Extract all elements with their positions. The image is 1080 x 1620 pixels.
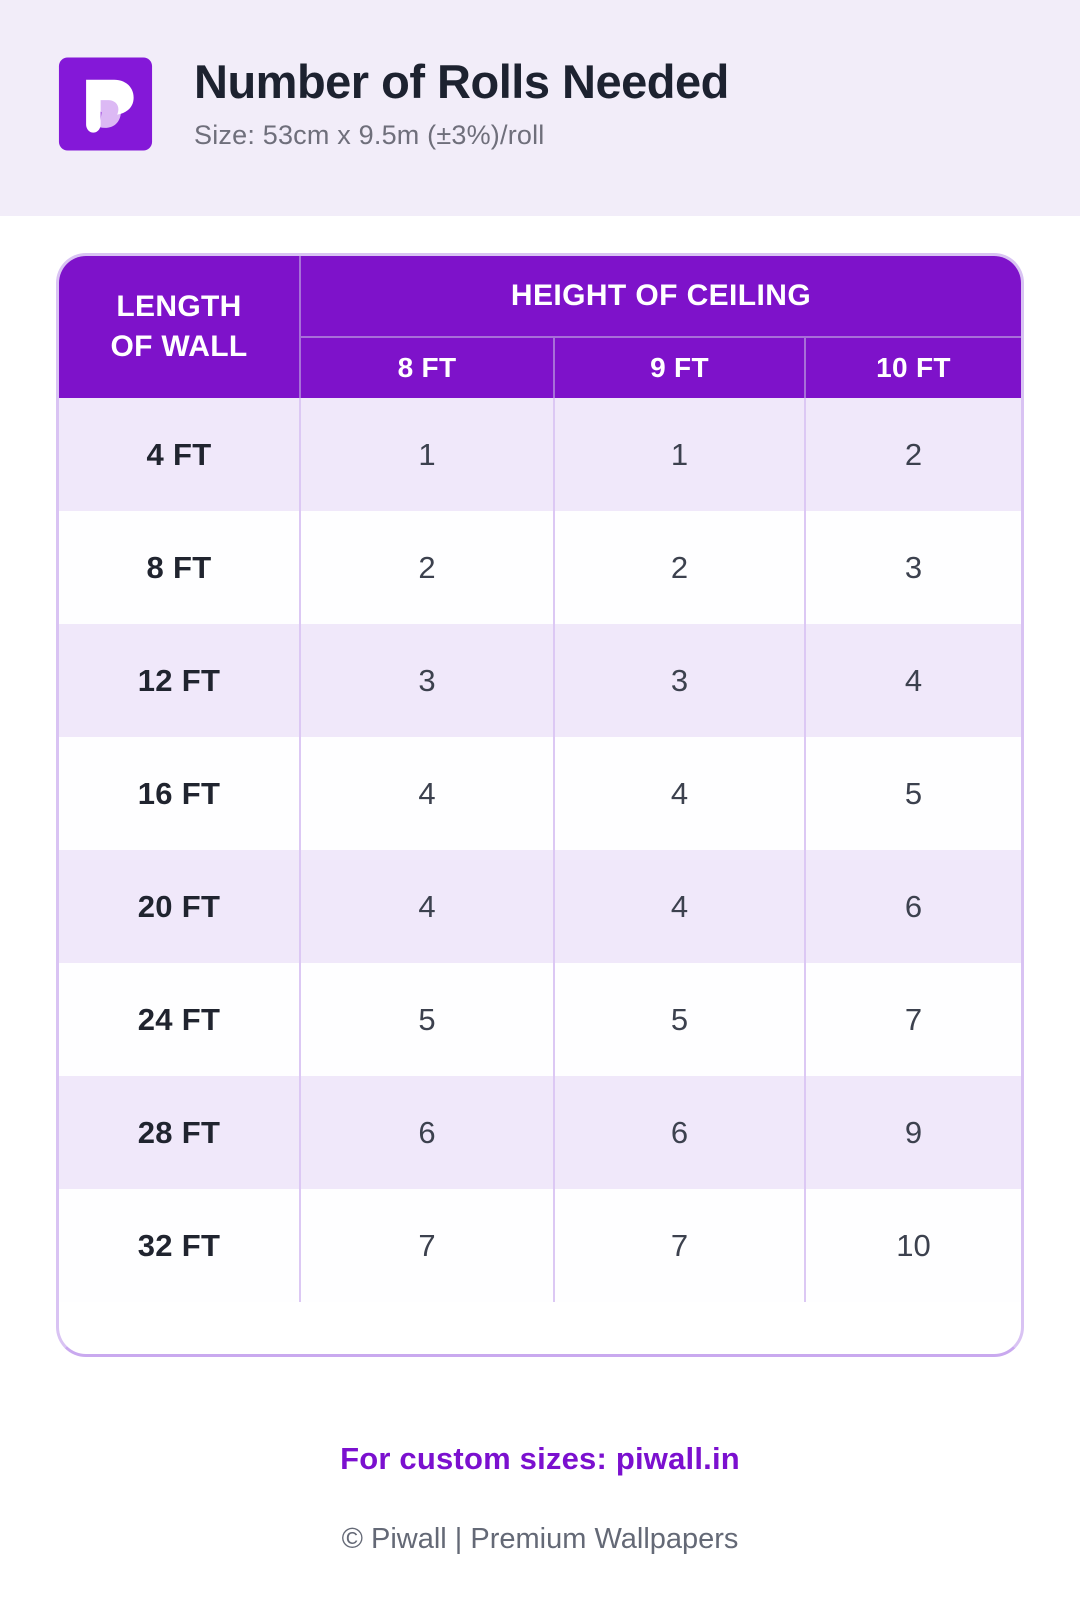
- cell-20ft-8ft: 4: [299, 850, 554, 963]
- table-row-16ft: 16 FT 4 4 5: [59, 737, 1021, 850]
- table-row-32ft: 32 FT 7 7 10: [59, 1189, 1021, 1302]
- header-band: Number of Rolls Needed Size: 53cm x 9.5m…: [0, 0, 1080, 216]
- cell-32ft-8ft: 7: [299, 1189, 554, 1302]
- cell-8ft-8ft: 2: [299, 511, 554, 624]
- corner-header-line2: OF WALL: [110, 330, 248, 363]
- row-label-8ft: 8 FT: [146, 549, 212, 585]
- column-header-8ft: 8 FT: [299, 337, 554, 398]
- cell-32ft-10ft: 10: [804, 1189, 1021, 1302]
- table-row-4ft: 4 FT 1 1 2: [59, 398, 1021, 511]
- cell-16ft-10ft: 5: [804, 737, 1021, 850]
- cell-28ft-8ft: 6: [299, 1076, 554, 1189]
- header-text-block: Number of Rolls Needed Size: 53cm x 9.5m…: [194, 54, 729, 151]
- roll-size-subtitle: Size: 53cm x 9.5m (±3%)/roll: [194, 120, 545, 151]
- corner-header-length-of-wall: LENGTH OF WALL: [59, 256, 300, 398]
- row-label-16ft: 16 FT: [137, 775, 221, 811]
- page-title: Number of Rolls Needed: [194, 54, 729, 108]
- cell-12ft-10ft: 4: [804, 624, 1021, 737]
- row-label-12ft: 12 FT: [137, 662, 221, 698]
- cell-16ft-9ft: 4: [553, 737, 805, 850]
- cell-20ft-10ft: 6: [804, 850, 1021, 963]
- cell-24ft-9ft: 5: [553, 963, 805, 1076]
- copyright-text: © Piwall | Premium Wallpapers: [341, 1523, 739, 1555]
- rolls-table-card: LENGTH OF WALL HEIGHT OF CEILING 8 FT 9 …: [56, 253, 1024, 1357]
- row-label-28ft: 28 FT: [137, 1114, 221, 1150]
- cell-28ft-9ft: 6: [553, 1076, 805, 1189]
- custom-sizes-link[interactable]: For custom sizes: piwall.in: [340, 1441, 740, 1476]
- cell-4ft-8ft: 1: [299, 398, 554, 511]
- row-label-32ft: 32 FT: [137, 1227, 221, 1263]
- table-row-8ft: 8 FT 2 2 3: [59, 511, 1021, 624]
- table-row-20ft: 20 FT 4 4 6: [59, 850, 1021, 963]
- table-row-12ft: 12 FT 3 3 4: [59, 624, 1021, 737]
- table-row-28ft: 28 FT 6 6 9: [59, 1076, 1021, 1189]
- cell-28ft-10ft: 9: [804, 1076, 1021, 1189]
- column-header-10ft: 10 FT: [804, 337, 1021, 398]
- cell-4ft-10ft: 2: [804, 398, 1021, 511]
- cell-8ft-9ft: 2: [553, 511, 805, 624]
- cell-32ft-9ft: 7: [553, 1189, 805, 1302]
- cell-4ft-9ft: 1: [553, 398, 805, 511]
- row-label-4ft: 4 FT: [146, 436, 212, 472]
- cell-16ft-8ft: 4: [299, 737, 554, 850]
- group-header-height-of-ceiling: HEIGHT OF CEILING: [299, 256, 1021, 338]
- row-label-20ft: 20 FT: [137, 888, 221, 924]
- cell-24ft-10ft: 7: [804, 963, 1021, 1076]
- cell-12ft-9ft: 3: [553, 624, 805, 737]
- cell-8ft-10ft: 3: [804, 511, 1021, 624]
- cell-24ft-8ft: 5: [299, 963, 554, 1076]
- table-row-24ft: 24 FT 5 5 7: [59, 963, 1021, 1076]
- cell-12ft-8ft: 3: [299, 624, 554, 737]
- row-label-24ft: 24 FT: [137, 1001, 221, 1037]
- column-header-9ft: 9 FT: [553, 337, 805, 398]
- corner-header-line1: LENGTH: [116, 289, 242, 323]
- cell-20ft-9ft: 4: [553, 850, 805, 963]
- rolls-needed-table: LENGTH OF WALL HEIGHT OF CEILING 8 FT 9 …: [59, 256, 1021, 1302]
- piwall-logo-icon: [58, 57, 153, 151]
